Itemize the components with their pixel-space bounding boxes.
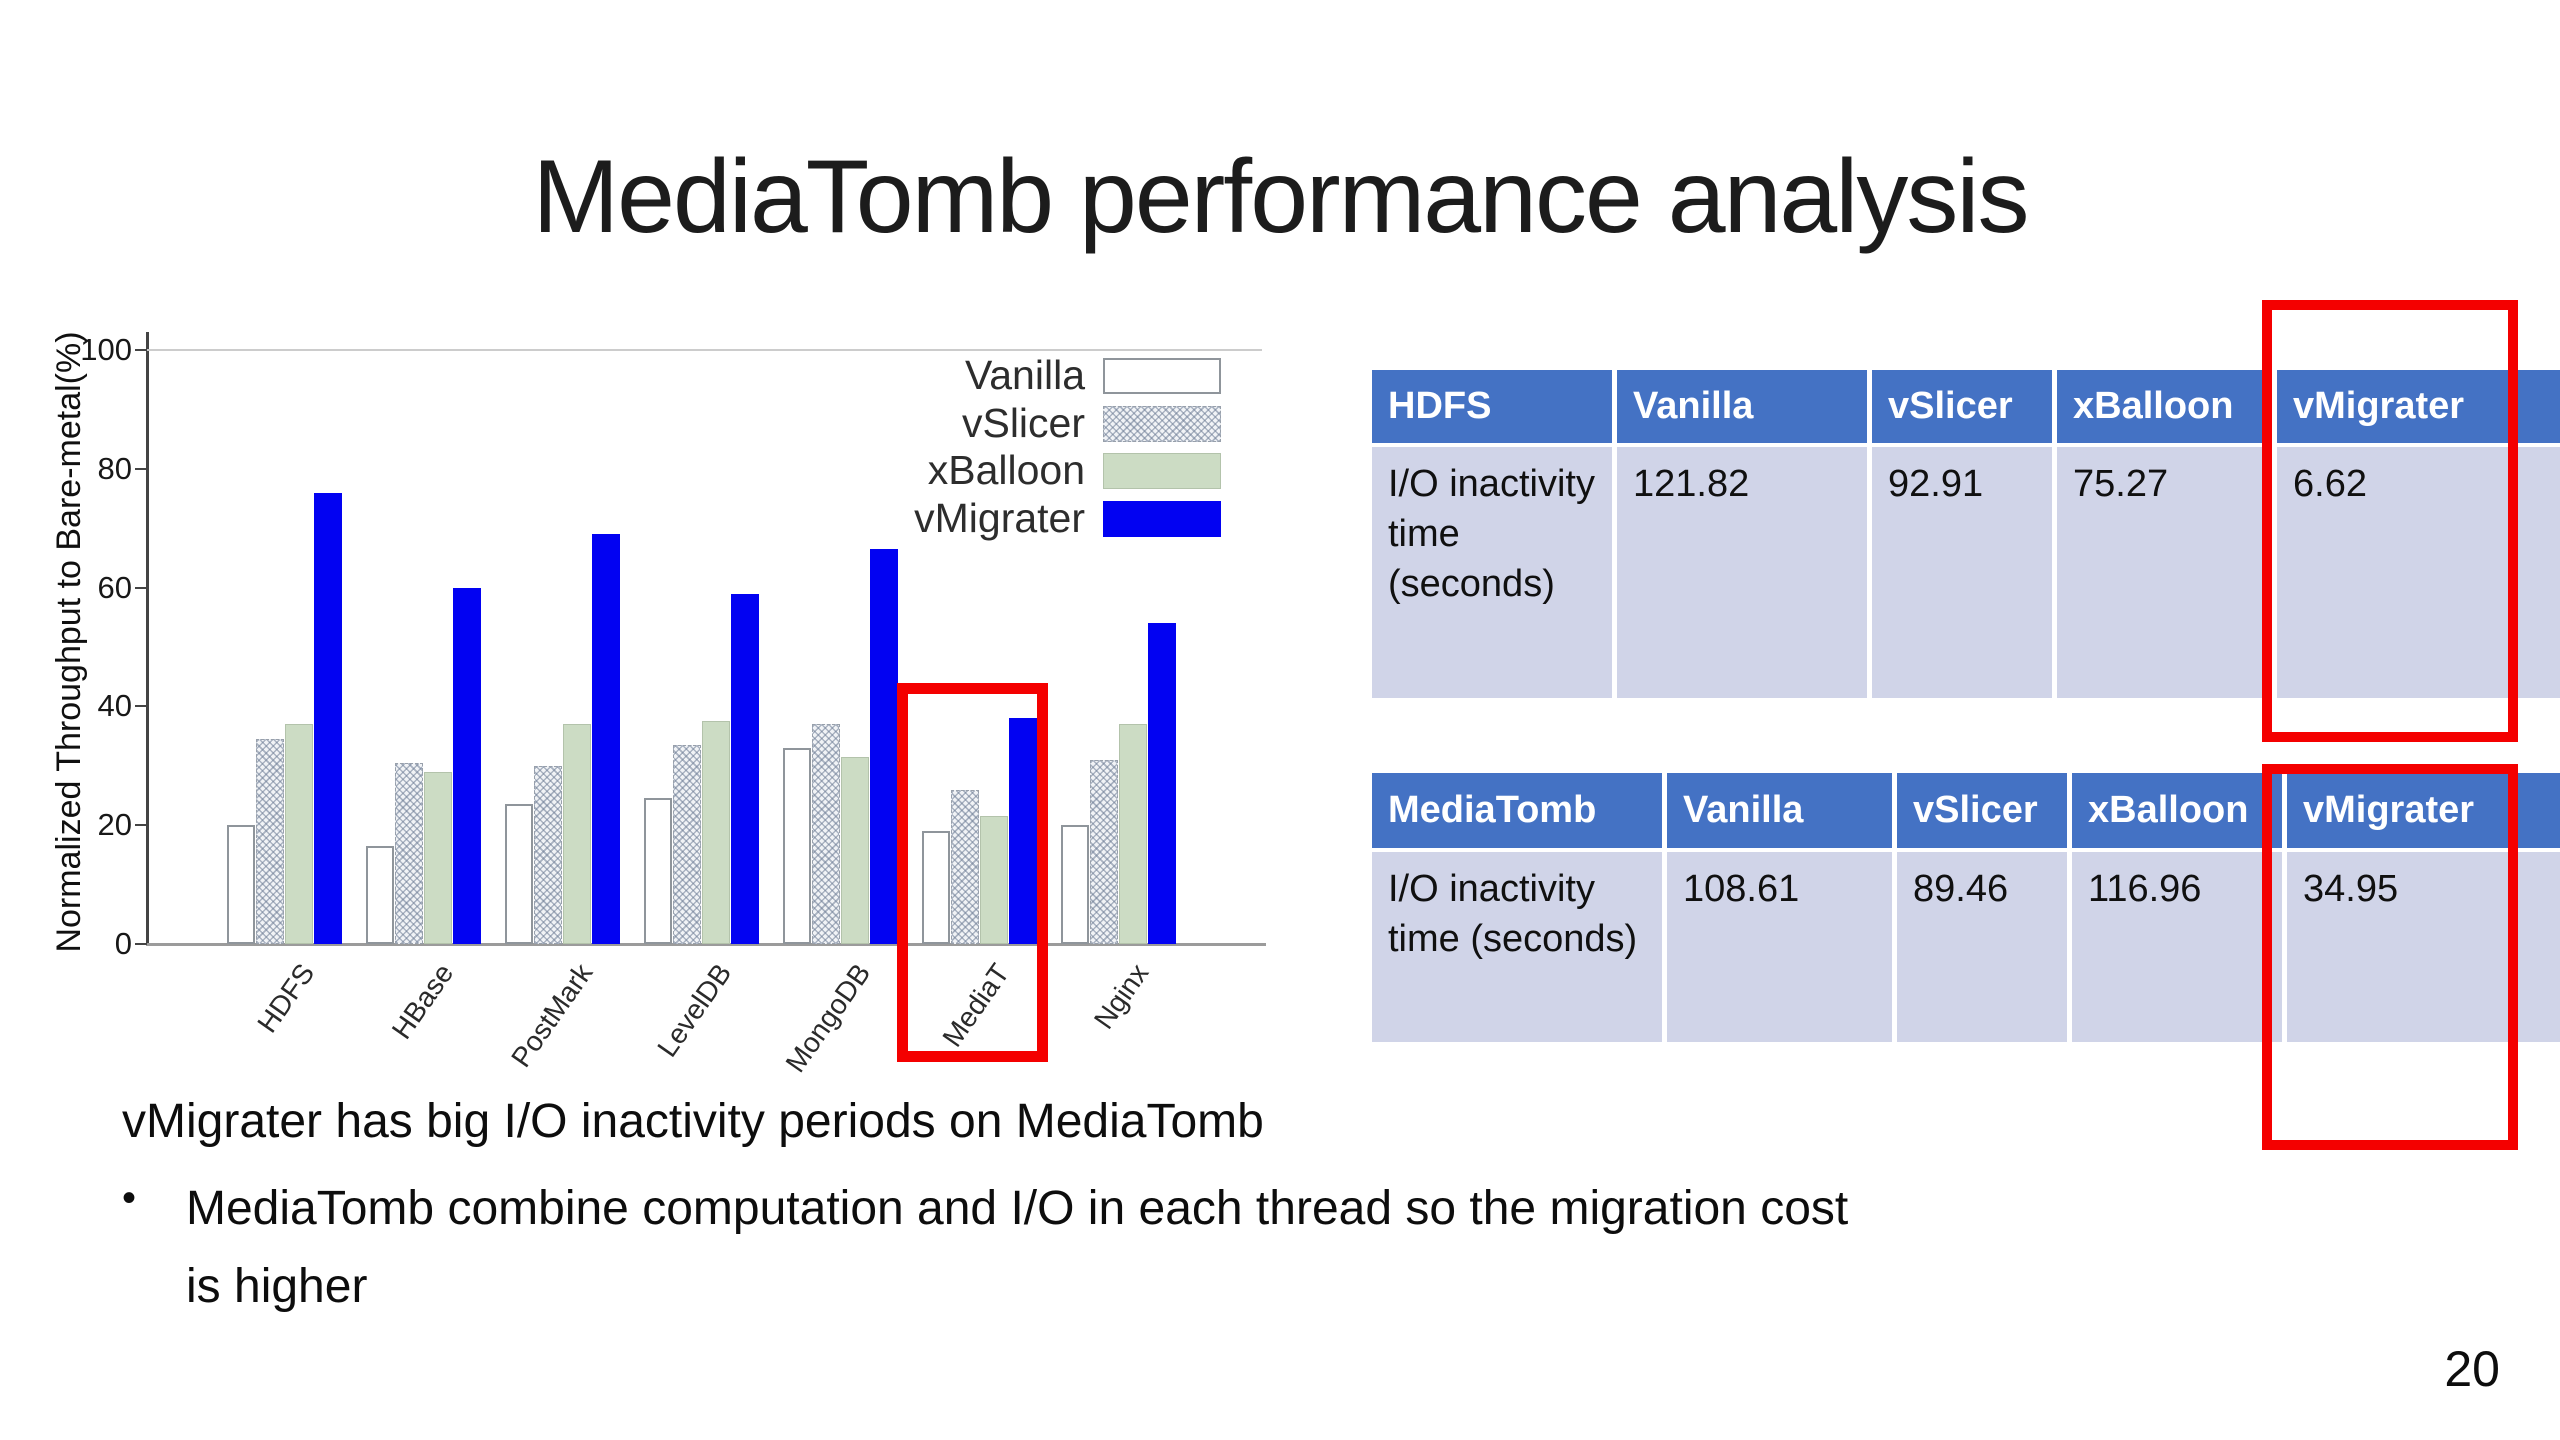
bar-xballoon-postmark (563, 724, 591, 944)
table-header-cell-xballoon: xBalloon (2072, 773, 2282, 848)
bar-vslicer-nginx (1090, 760, 1118, 944)
legend-label-vmigrater: vMigrater (914, 494, 1085, 541)
legend-label-vanilla: Vanilla (964, 352, 1085, 398)
legend-swatch-xballoon (1103, 453, 1221, 489)
x-axis-line (146, 943, 1266, 946)
bar-vslicer-leveldb (673, 745, 701, 944)
y-tick-label: 100 (80, 332, 132, 367)
table-header-row: HDFS Vanilla vSlicer xBalloon vMigrater (1372, 370, 2560, 443)
bar-vanilla-postmark (505, 804, 533, 944)
bar-xballoon-leveldb (702, 721, 730, 944)
y-tick-mark (135, 467, 147, 470)
table-value-cell: 89.46 (1897, 852, 2067, 1042)
bar-vslicer-hdfs (256, 739, 284, 944)
red-highlight-box-table2-vmigrater (2262, 764, 2518, 1150)
bar-vslicer-postmark (534, 766, 562, 944)
bullet-text-line2: is higher (186, 1259, 368, 1313)
table-header-cell-mediatomb: MediaTomb (1372, 773, 1662, 848)
table-value-cell: 92.91 (1872, 447, 2052, 698)
bar-vslicer-mongodb (812, 724, 840, 944)
y-tick-label: 80 (97, 450, 132, 486)
table-row-label-cell: I/O inactivity time (seconds) (1372, 447, 1612, 698)
bar-vmigrater-hbase (453, 588, 481, 944)
y-tick-label: 20 (97, 807, 132, 843)
legend-swatch-vanilla (1103, 358, 1221, 394)
bar-vmigrater-hdfs (314, 493, 342, 944)
table-row-label-cell: I/O inactivity time (seconds) (1372, 852, 1662, 1042)
bar-vanilla-hdfs (227, 825, 255, 944)
legend-label-vslicer: vSlicer (961, 399, 1085, 446)
red-highlight-box-mediat-group (897, 683, 1048, 1062)
bar-vslicer-hbase (395, 763, 423, 944)
table-header-cell-hdfs: HDFS (1372, 370, 1612, 443)
table-header-cell-xballoon: xBalloon (2057, 370, 2272, 443)
legend-label-xballoon: xBalloon (927, 447, 1085, 493)
legend-swatch-vmigrater (1103, 500, 1221, 537)
table-header-row: MediaTomb Vanilla vSlicer xBalloon vMigrater (1372, 773, 2560, 848)
bar-xballoon-mongodb (841, 757, 869, 944)
legend-swatch-vslicer (1103, 405, 1221, 442)
bullet-text: MediaTomb combine computation and I/O in… (186, 1170, 1848, 1326)
y-tick-label: 60 (97, 569, 132, 605)
bar-vanilla-mongodb (783, 748, 811, 944)
y-tick-mark (135, 705, 147, 708)
bar-vslicer-mediat (951, 790, 979, 944)
note-line: vMigrater has big I/O inactivity periods… (122, 1095, 1264, 1148)
table-value-cell: 108.61 (1667, 852, 1892, 1042)
mediatomb-io-table: MediaTomb Vanilla vSlicer xBalloon vMigrater… (1372, 773, 2560, 1042)
bar-vmigrater-postmark (592, 534, 620, 944)
bar-vmigrater-mongodb (870, 549, 898, 944)
bullet-text-line1: MediaTomb combine computation and I/O in… (186, 1182, 1849, 1235)
bar-vanilla-mediat (922, 831, 950, 944)
table-header-cell-vanilla: Vanilla (1667, 773, 1892, 848)
bar-xballoon-nginx (1119, 724, 1147, 944)
bar-vanilla-hbase (366, 846, 394, 944)
bar-vmigrater-leveldb (731, 594, 759, 944)
y-axis-title: Normalized Throughput to Bare-metal(%) (50, 331, 88, 953)
bar-vanilla-nginx (1061, 825, 1089, 944)
bar-vmigrater-mediat (1009, 718, 1037, 944)
y-tick-label: 40 (97, 688, 132, 724)
y-tick-mark (135, 943, 147, 945)
gridline-100 (146, 349, 1262, 351)
y-tick-mark (135, 824, 147, 827)
table-value-cell: 121.82 (1617, 447, 1867, 698)
bar-vmigrater-nginx (1148, 623, 1176, 944)
slide-title: MediaTomb performance analysis (532, 139, 2030, 255)
bar-xballoon-hbase (424, 772, 452, 944)
bar-xballoon-mediat (980, 816, 1008, 944)
table-value-cell: 116.96 (2072, 852, 2282, 1042)
table-header-cell-vslicer: vSlicer (1897, 773, 2067, 848)
y-tick-mark (135, 349, 147, 351)
bullet-glyph: • (122, 1176, 137, 1220)
y-axis-line (146, 332, 149, 946)
slide-page-number: 20 (2444, 1341, 2500, 1397)
y-tick-label: 0 (114, 926, 132, 961)
y-tick-mark (135, 586, 147, 589)
red-highlight-box-table1-vmigrater (2262, 300, 2518, 742)
bar-xballoon-hdfs (285, 724, 313, 944)
table-value-cell: 75.27 (2057, 447, 2272, 698)
table-header-cell-vslicer: vSlicer (1872, 370, 2052, 443)
bar-vanilla-leveldb (644, 798, 672, 944)
table-header-cell-vanilla: Vanilla (1617, 370, 1867, 443)
